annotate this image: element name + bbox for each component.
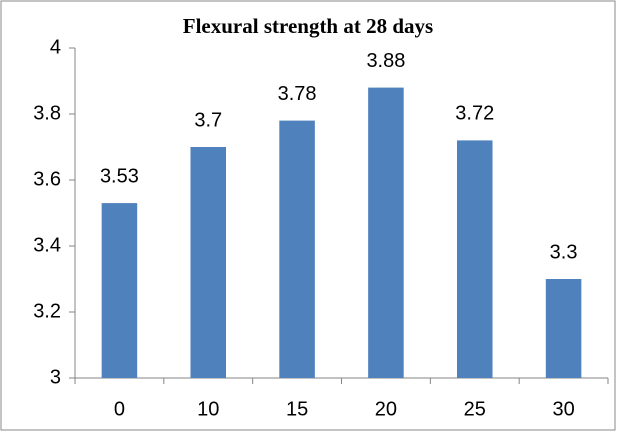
y-tick-label: 4 (50, 36, 61, 58)
data-label: 3.7 (194, 109, 222, 131)
x-tick-label: 30 (552, 398, 574, 420)
y-tick-label: 3.8 (33, 102, 61, 124)
y-tick-label: 3.2 (33, 300, 61, 322)
chart-title: Flexural strength at 28 days (183, 14, 433, 38)
data-label: 3.88 (366, 50, 405, 72)
data-label: 3.78 (278, 83, 317, 105)
x-tick-label: 25 (464, 398, 486, 420)
bar (190, 147, 227, 378)
bar (456, 140, 493, 378)
data-label: 3.3 (550, 241, 578, 263)
bar (279, 120, 315, 378)
y-tick-label: 3 (50, 366, 61, 388)
bar (101, 203, 138, 378)
data-label: 3.53 (100, 165, 139, 187)
x-tick-label: 0 (114, 398, 125, 420)
y-tick-label: 3.6 (33, 168, 61, 190)
data-label: 3.72 (455, 103, 494, 125)
y-tick-label: 3.4 (33, 234, 61, 256)
bar (545, 279, 582, 378)
x-tick-label: 10 (197, 398, 219, 420)
x-tick-label: 15 (286, 398, 308, 420)
x-tick-label: 20 (375, 398, 397, 420)
bar (368, 87, 404, 378)
